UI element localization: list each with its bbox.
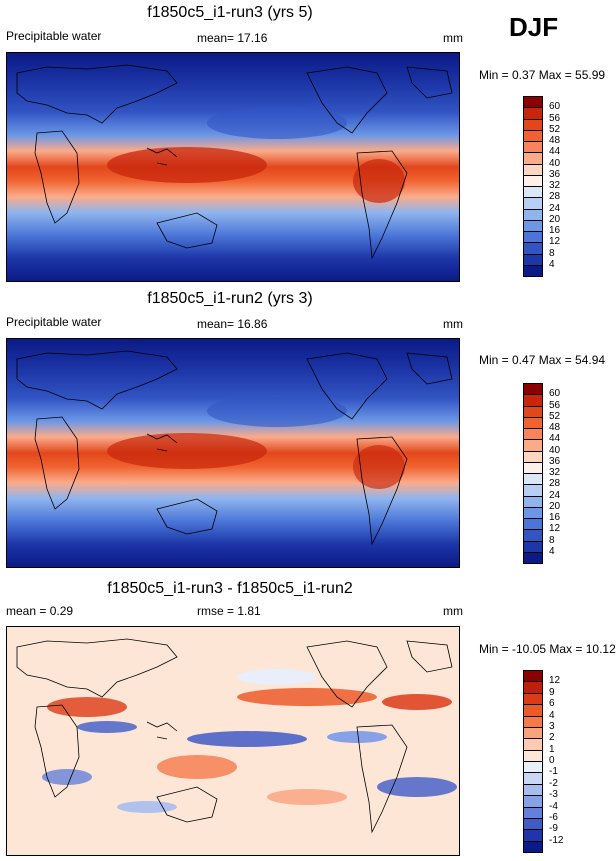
panel-2-units-label: mm bbox=[443, 317, 463, 331]
panel-2-minmax-label: Min = 0.47 Max = 54.94 bbox=[479, 353, 606, 367]
colorbar-tick-label: 60 bbox=[549, 101, 561, 113]
panel-1-title: f1850c5_i1-run3 (yrs 5) bbox=[147, 4, 313, 21]
panel-2-map bbox=[6, 338, 460, 568]
colorbar-tick-label: -6 bbox=[549, 811, 558, 823]
colorbar-tick-label: 44 bbox=[549, 433, 561, 445]
panel-2-map-svg bbox=[7, 339, 459, 567]
colorbar-tick-label: 3 bbox=[549, 720, 555, 732]
colorbar-tick-label: -4 bbox=[549, 800, 558, 812]
panel-1-colorbar: 60 56 52 48 44 40 36 32 28 24 20 16 12 8 4 bbox=[523, 96, 593, 277]
panel-2-mean-label: mean= 16.86 bbox=[197, 317, 268, 331]
colorbar-swatch bbox=[523, 264, 543, 277]
colorbar-tick-label: 2 bbox=[549, 732, 555, 744]
coastlines bbox=[16, 350, 453, 546]
colorbar-tick-label: 4 bbox=[549, 709, 555, 721]
panel-2-variable-label: Precipitable water bbox=[6, 315, 102, 329]
colorbar-tick-label: 1 bbox=[549, 743, 555, 755]
colorbar-tick-label: 56 bbox=[549, 399, 561, 411]
colorbar-tick-label: 32 bbox=[549, 180, 561, 191]
north-pacific-moisture bbox=[207, 107, 347, 139]
colorbar-tick-label: 48 bbox=[549, 135, 561, 146]
colorbar-swatch bbox=[523, 551, 543, 564]
colorbar-tick-label: 52 bbox=[549, 123, 561, 135]
colorbar-tick-label: 36 bbox=[549, 168, 561, 180]
colorbar-tick-label: 16 bbox=[549, 225, 561, 236]
colorbar-tick-label: 4 bbox=[549, 545, 555, 557]
colorbar-tick-label: 20 bbox=[549, 213, 561, 225]
panel-3-rmse-label: rmse = 1.81 bbox=[197, 604, 261, 618]
colorbar-tick-label: -9 bbox=[549, 823, 558, 835]
panel-2-title: f1850c5_i1-run2 (yrs 3) bbox=[147, 290, 313, 307]
panel-2-colorbar: 60 56 52 48 44 40 36 32 28 24 20 16 12 8 4 bbox=[523, 383, 593, 564]
panel-3-units-label: mm bbox=[443, 604, 463, 618]
colorbar-tick-label: 24 bbox=[549, 489, 561, 501]
warm-pool-maximum bbox=[107, 433, 267, 469]
season-label: DJF bbox=[509, 12, 559, 42]
colorbar-tick-label: 6 bbox=[549, 698, 555, 710]
colorbar-tick-label: 4 bbox=[549, 258, 555, 270]
amazon-maximum bbox=[353, 159, 405, 203]
colorbar-tick-label: -2 bbox=[549, 777, 558, 789]
colorbar-tick-label: -1 bbox=[549, 766, 558, 778]
colorbar-tick-label: 36 bbox=[549, 455, 561, 467]
panel-1-map-svg bbox=[7, 53, 459, 281]
colorbar-tick-label: 28 bbox=[549, 191, 561, 203]
colorbar-tick-label: 40 bbox=[549, 444, 561, 456]
colorbar-tick-label: 8 bbox=[549, 534, 555, 546]
panel-1-minmax-label: Min = 0.37 Max = 55.99 bbox=[479, 68, 606, 82]
colorbar-tick-label: 32 bbox=[549, 467, 561, 478]
colorbar-tick-label: 44 bbox=[549, 146, 561, 158]
difference-anomalies bbox=[42, 669, 457, 813]
colorbar-tick-label: 16 bbox=[549, 512, 561, 523]
panel-3-mean-label: mean = 0.29 bbox=[6, 604, 74, 618]
panel-3-colorbar: 12 9 6 4 3 2 1 0 -1 -2 -3 -4 -6 -9 -12 bbox=[523, 670, 593, 853]
coastlines bbox=[16, 638, 453, 834]
colorbar-tick-label: 12 bbox=[549, 523, 561, 535]
coastlines bbox=[16, 64, 453, 260]
north-pacific-moisture bbox=[207, 395, 347, 427]
colorbar-tick-label: 24 bbox=[549, 202, 561, 214]
amazon-maximum bbox=[353, 445, 405, 489]
colorbar-tick-label: 9 bbox=[549, 686, 555, 698]
colorbar-tick-label: 8 bbox=[549, 247, 555, 259]
panel-1-units-label: mm bbox=[443, 31, 463, 45]
colorbar-tick-label: -3 bbox=[549, 789, 558, 801]
panel-3-minmax-label: Min = -10.05 Max = 10.12 bbox=[479, 642, 616, 656]
panel-1-mean-label: mean= 17.16 bbox=[197, 31, 268, 45]
colorbar-tick-label: 52 bbox=[549, 410, 561, 422]
colorbar-tick-label: 12 bbox=[549, 675, 561, 687]
colorbar-tick-label: 28 bbox=[549, 478, 561, 490]
colorbar-tick-label: 48 bbox=[549, 422, 561, 433]
colorbar-tick-label: 40 bbox=[549, 157, 561, 169]
panel-3-map bbox=[6, 626, 460, 856]
colorbar-tick-label: 0 bbox=[549, 755, 555, 766]
panel-3-map-svg bbox=[7, 627, 459, 855]
colorbar-tick-label: 56 bbox=[549, 112, 561, 124]
colorbar-tick-label: -12 bbox=[549, 834, 564, 846]
colorbar-tick-label: 12 bbox=[549, 236, 561, 248]
panel-1-map bbox=[6, 52, 460, 282]
colorbar-swatch bbox=[523, 840, 543, 853]
panel-1-variable-label: Precipitable water bbox=[6, 29, 102, 43]
colorbar-tick-label: 60 bbox=[549, 388, 561, 400]
warm-pool-maximum bbox=[107, 147, 267, 183]
colorbar-tick-label: 20 bbox=[549, 500, 561, 512]
panel-3-title: f1850c5_i1-run3 - f1850c5_i1-run2 bbox=[107, 580, 353, 597]
